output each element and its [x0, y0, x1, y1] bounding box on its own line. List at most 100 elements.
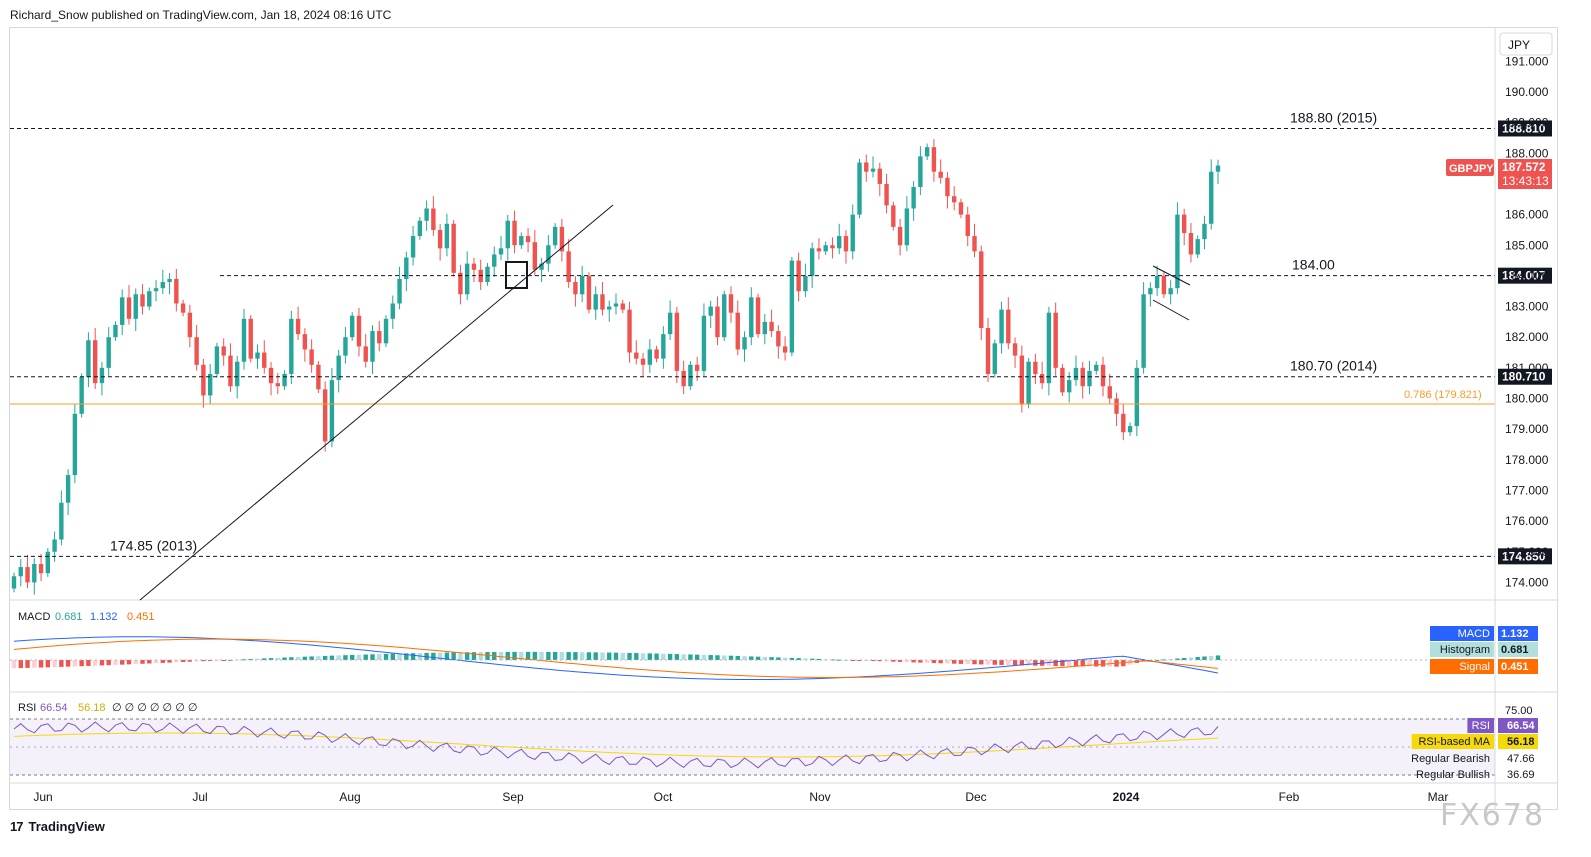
macd-histogram-bar — [275, 657, 280, 660]
macd-title: MACD — [18, 611, 50, 623]
candle-body — [431, 208, 436, 230]
macd-histogram-bar — [302, 656, 308, 660]
candle-body — [1026, 361, 1031, 405]
macd-histogram-bar — [478, 652, 483, 660]
macd-histogram-bar — [370, 654, 375, 660]
macd-histogram-bar — [776, 657, 781, 660]
macd-histogram-bar — [471, 652, 477, 660]
macd-tag-label — [1430, 642, 1494, 657]
macd-histogram-bar — [735, 655, 740, 660]
candle-body — [498, 248, 504, 255]
candle-body — [823, 245, 828, 252]
macd-value: 1.132 — [90, 611, 118, 623]
candle-body — [65, 475, 71, 503]
macd-histogram-bar — [1188, 657, 1194, 660]
time-label: 2024 — [1113, 790, 1140, 804]
macd-histogram-bar — [32, 660, 37, 668]
macd-histogram-bar — [661, 653, 666, 660]
macd-histogram-bar — [52, 660, 57, 668]
macd-histogram-bar — [1175, 658, 1180, 660]
candle-body — [38, 564, 44, 574]
candle-body — [891, 205, 896, 227]
rsi-tag-text: Regular Bearish — [1411, 753, 1490, 765]
rsi-tag-label — [1467, 718, 1494, 733]
macd-histogram-bar — [153, 660, 159, 664]
tradingview-brand[interactable]: 17 TradingView — [10, 819, 105, 834]
rsi-tag-text: RSI — [1472, 720, 1490, 732]
candle-body — [701, 315, 707, 371]
macd-histogram-bar — [65, 660, 71, 667]
level-label: 188.80 (2015) — [1290, 109, 1377, 125]
candle-body — [214, 346, 220, 374]
macd-histogram-bar — [133, 660, 138, 665]
macd-histogram-bar — [904, 660, 910, 663]
macd-histogram-bar — [1161, 659, 1167, 661]
macd-tag-label — [1430, 659, 1494, 674]
macd-histogram-bar — [458, 652, 463, 660]
currency-box — [1499, 32, 1553, 56]
macd-histogram-bar — [573, 652, 578, 660]
level-price-tag — [1498, 120, 1552, 137]
macd-histogram-bar — [1094, 660, 1099, 667]
macd-histogram-bar — [1215, 655, 1221, 660]
brand-name: TradingView — [28, 819, 105, 834]
level-price-tag — [1498, 548, 1552, 565]
candle-body — [397, 278, 402, 304]
candle-body — [870, 168, 876, 172]
candle-body — [634, 352, 639, 359]
macd-histogram-bar — [1019, 660, 1025, 666]
price-tick: 176.000 — [1505, 514, 1549, 528]
candle-body — [1202, 223, 1207, 240]
macd-histogram-bar — [539, 651, 544, 660]
candle-body — [45, 551, 51, 574]
price-tick: 191.000 — [1505, 54, 1549, 68]
candle-body — [147, 291, 152, 307]
candle-body — [350, 315, 355, 338]
rsi-line — [13, 721, 1219, 769]
macd-histogram-bar — [377, 654, 382, 660]
candle-body — [796, 260, 801, 292]
rsi-tag-value-text: 56.18 — [1507, 736, 1535, 748]
candle-body — [938, 171, 943, 178]
candle-body — [363, 346, 368, 362]
candle-body — [742, 337, 747, 350]
symbol-text: GBPJPY — [1449, 163, 1494, 175]
macd-histogram-bar — [336, 655, 341, 660]
rsi-tag-value-text: 66.54 — [1507, 720, 1535, 732]
candle-body — [248, 318, 253, 359]
candle-body — [654, 349, 659, 359]
level-price-text: 188.810 — [1502, 121, 1546, 135]
time-label: Dec — [965, 790, 986, 804]
macd-histogram-bar — [329, 655, 335, 660]
candle-body — [1039, 373, 1045, 384]
candle-body — [1094, 364, 1099, 371]
macd-histogram-bar — [1202, 656, 1207, 660]
candle-body — [728, 294, 734, 313]
macd-histogram-bar — [877, 660, 882, 662]
candle-body — [390, 303, 395, 319]
macd-histogram-bar — [694, 654, 700, 660]
current-price-text: 187.572 — [1502, 160, 1546, 174]
macd-histogram-bar — [850, 660, 855, 661]
currency-label: JPY — [1508, 38, 1530, 52]
macd-histogram-bar — [498, 651, 504, 660]
macd-histogram-bar — [579, 652, 585, 660]
candle-body — [830, 245, 835, 249]
macd-histogram-bar — [958, 660, 964, 664]
candle-body — [674, 312, 680, 371]
macd-histogram-bar — [938, 660, 943, 664]
macd-histogram-bar — [681, 654, 686, 660]
candle-body — [59, 502, 64, 540]
macd-histogram-bar — [25, 660, 30, 668]
candle-body — [843, 236, 849, 252]
candle-body — [1019, 355, 1025, 405]
candle-body — [221, 346, 226, 356]
candle-body — [600, 294, 605, 310]
macd-histogram-bar — [174, 660, 179, 663]
candle-body — [25, 567, 30, 583]
candle-body — [694, 364, 700, 371]
tradingview-logo-icon: 17 — [10, 819, 24, 834]
candle-body — [255, 352, 260, 359]
macd-histogram-bar — [654, 653, 659, 660]
